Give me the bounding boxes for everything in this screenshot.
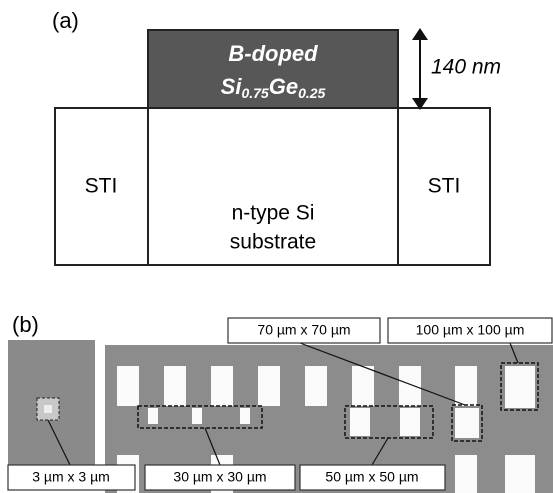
sti-label: STI — [428, 175, 461, 198]
callout-label: 100 µm x 100 µm — [416, 322, 525, 338]
substrate-label: substrate — [230, 231, 316, 254]
thickness-label: 140 nm — [431, 56, 501, 79]
formula-subscript: 0.25 — [298, 85, 325, 101]
callout-label: 30 µm x 30 µm — [173, 469, 266, 485]
sti-label: STI — [85, 175, 118, 198]
panel-label: (b) — [12, 312, 39, 337]
callout-label: 3 µm x 3 µm — [32, 469, 110, 485]
substrate-label: n-type Si — [232, 202, 315, 225]
pad-core — [44, 405, 52, 413]
thickness-arrow — [412, 28, 428, 110]
callout-label: 50 µm x 50 µm — [325, 469, 418, 485]
figure: (a) B-doped Si0.75Ge0.25 STI STI n-type … — [0, 0, 553, 493]
formula-part: Si — [221, 74, 243, 99]
formula-part: Ge — [269, 74, 298, 99]
callout-label: 70 µm x 70 µm — [257, 322, 350, 338]
formula-subscript: 0.75 — [241, 85, 268, 101]
panel-label: (a) — [52, 8, 79, 33]
layer-label: B-doped — [228, 41, 318, 66]
